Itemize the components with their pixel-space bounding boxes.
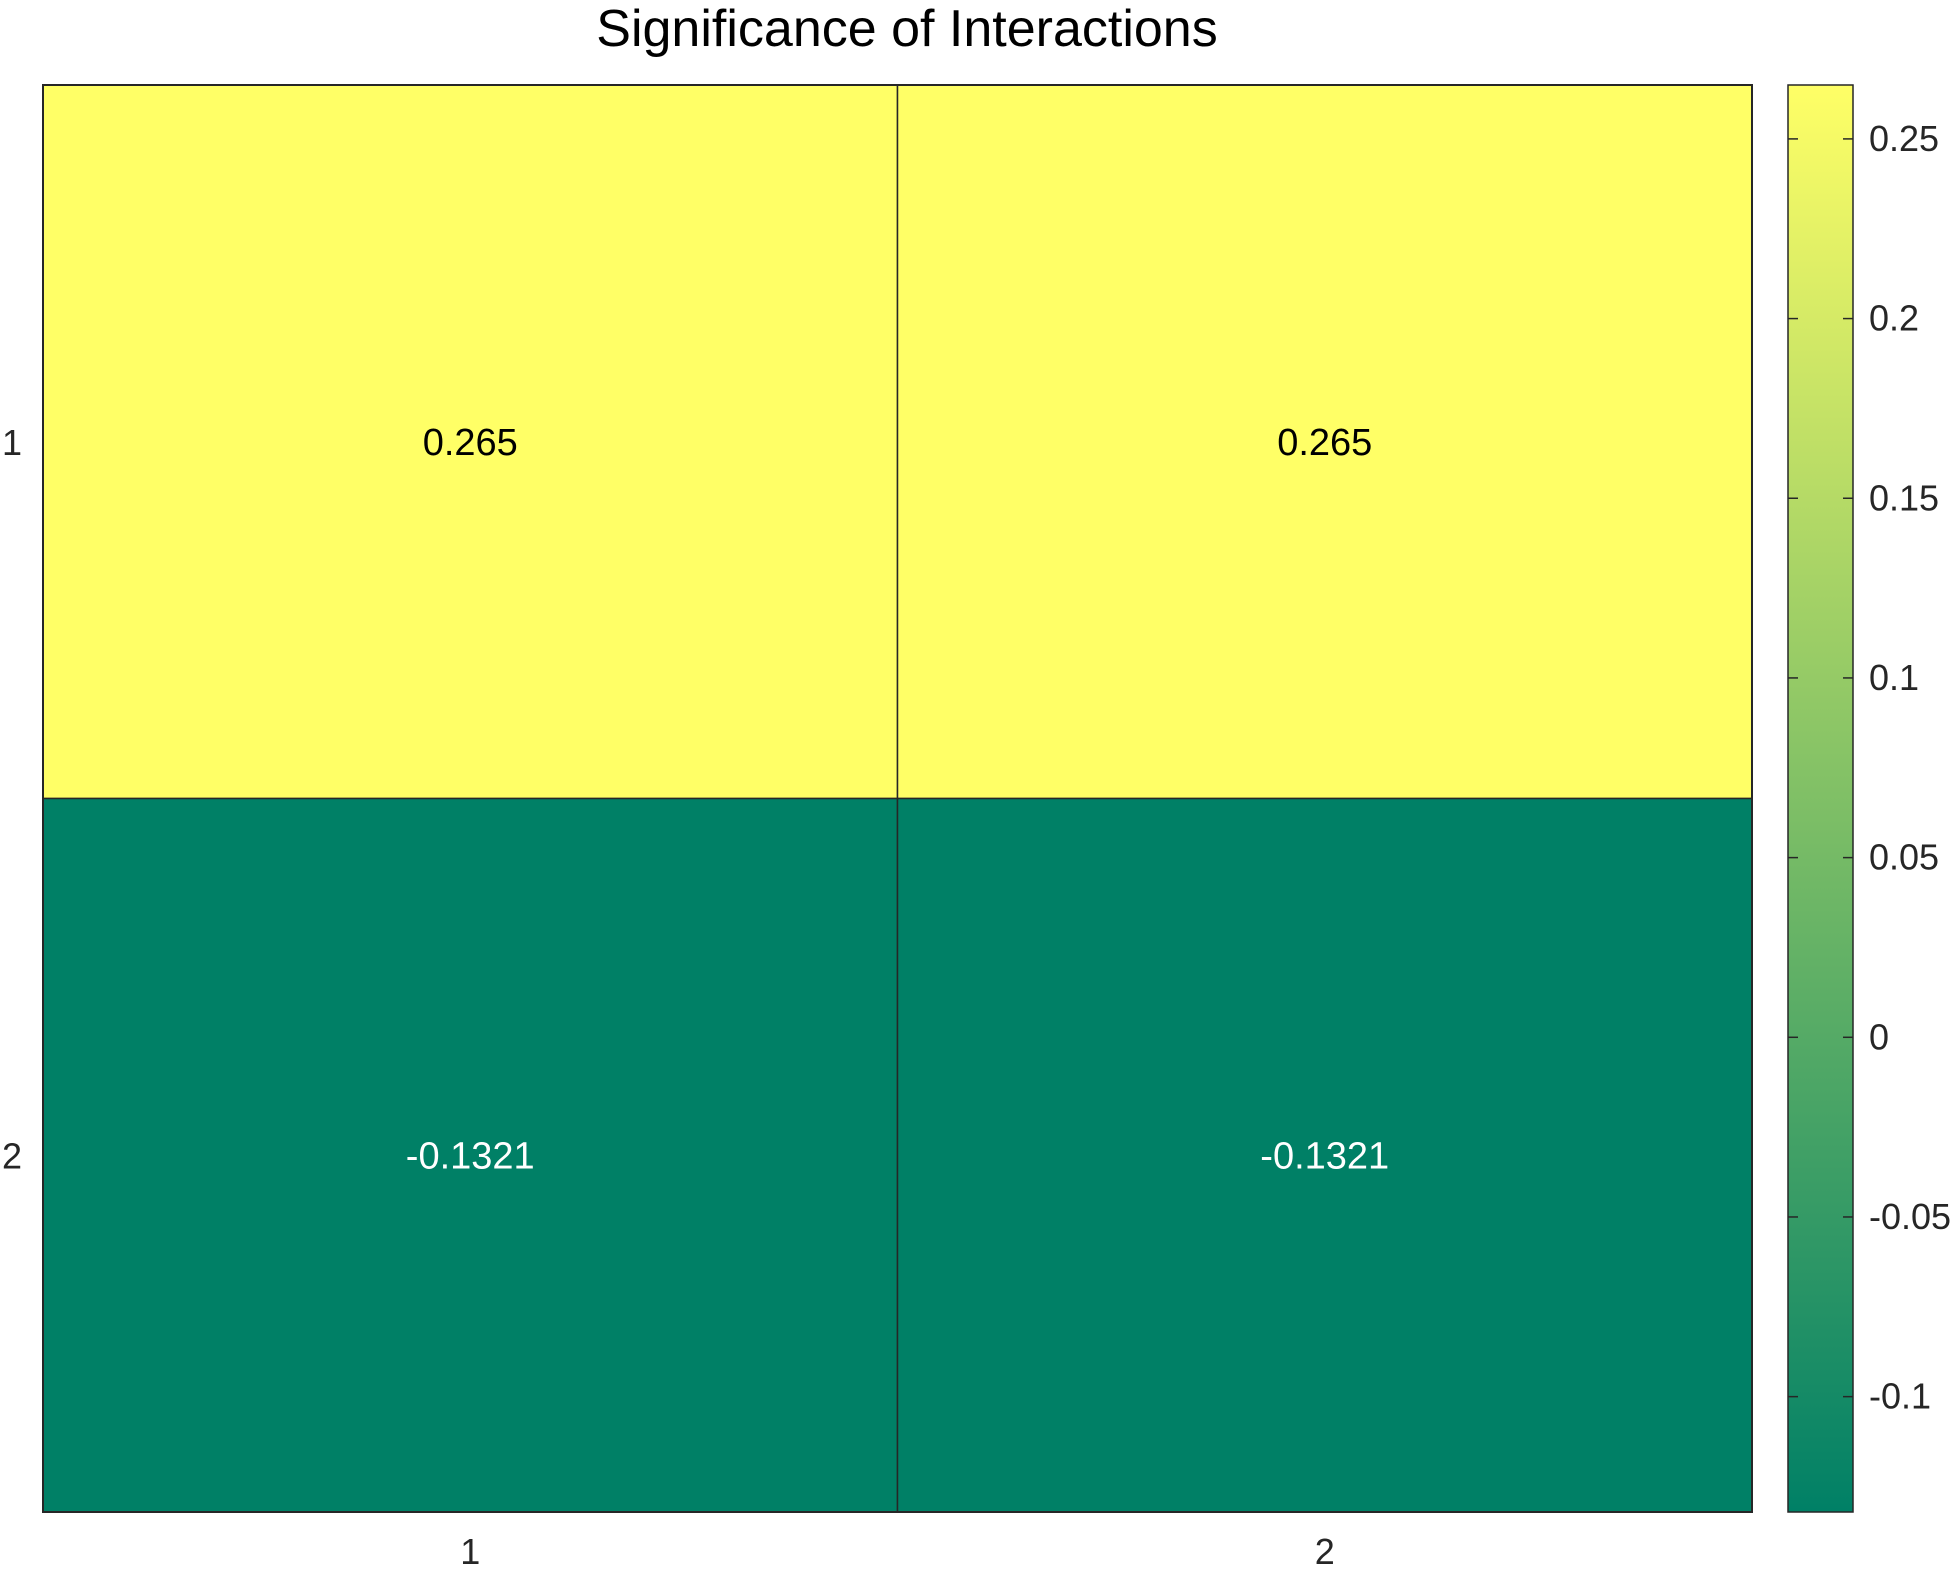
y-tick-label: 2 xyxy=(2,1135,22,1176)
heatmap-cell xyxy=(42,797,899,1513)
colorbar-scale xyxy=(1787,84,1854,1513)
heatmap-cells xyxy=(42,84,1753,1513)
heatmap-cell xyxy=(896,84,1753,800)
x-tick-label: 2 xyxy=(1315,1531,1335,1569)
plot-border xyxy=(42,84,1753,1513)
colorbar-tick-label: 0.1 xyxy=(1869,657,1919,698)
colorbar-tick-label: 0.25 xyxy=(1869,118,1939,159)
chart-title: Significance of Interactions xyxy=(596,0,1217,58)
cell-value-label: 0.265 xyxy=(1277,422,1372,464)
cell-value-label: -0.1321 xyxy=(406,1135,535,1177)
colorbar-tick-label: 0.05 xyxy=(1869,837,1939,878)
cell-labels: 0.265 0.265 -0.1321 -0.1321 xyxy=(406,422,1389,1178)
colorbar: -0.1 -0.05 0 0.05 0.1 0.15 0.2 0.25 xyxy=(1787,84,1951,1513)
colorbar-tick-label: -0.1 xyxy=(1869,1376,1931,1417)
y-tick-label: 1 xyxy=(2,422,22,463)
heatmap-cell xyxy=(896,797,1753,1513)
heatmap-cell xyxy=(42,84,899,800)
x-tick-label: 1 xyxy=(460,1531,480,1569)
colorbar-tick-label: -0.05 xyxy=(1869,1196,1951,1237)
y-axis-ticks: 12 xyxy=(2,422,22,1177)
colorbar-tick-label: 0.15 xyxy=(1869,477,1939,518)
colorbar-tick-label: 0.2 xyxy=(1869,298,1919,339)
cell-value-label: 0.265 xyxy=(423,422,518,464)
colorbar-tick-label: 0 xyxy=(1869,1016,1889,1057)
cell-value-label: -0.1321 xyxy=(1260,1135,1389,1177)
